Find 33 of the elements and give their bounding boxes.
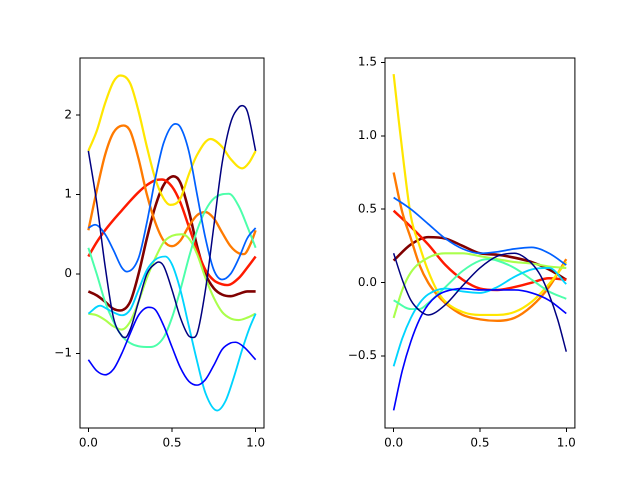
line-series — [392, 171, 568, 322]
line-series — [392, 196, 568, 266]
x-tick-label: 1.0 — [556, 435, 576, 450]
line-series — [392, 258, 568, 310]
y-tick-label: 2 — [64, 107, 72, 122]
y-tick-label: −1 — [54, 345, 72, 360]
line-series — [392, 288, 568, 412]
line-series — [87, 178, 257, 286]
x-tick-label: 0.0 — [78, 435, 98, 450]
line-series — [88, 306, 256, 386]
line-series — [87, 256, 257, 412]
line-series — [392, 252, 568, 319]
y-tick-label: 0.5 — [358, 201, 377, 216]
y-tick-label: 1.5 — [358, 54, 377, 69]
line-series — [87, 74, 257, 206]
line-series — [88, 104, 256, 338]
y-tick-label: 1.0 — [358, 128, 377, 142]
line-series — [392, 209, 568, 292]
line-series — [87, 192, 257, 348]
line-series — [392, 267, 568, 368]
x-tick-label: 0.5 — [162, 435, 182, 450]
x-tick-label: 0.5 — [470, 435, 490, 450]
y-tick-label: 0 — [64, 266, 72, 280]
line-series — [87, 233, 257, 331]
y-tick-label: −0.5 — [348, 348, 377, 362]
y-tick-label: 1 — [64, 186, 72, 201]
line-series — [87, 124, 257, 256]
x-tick-label: 0.0 — [384, 435, 404, 450]
line-series — [392, 73, 568, 316]
x-tick-label: 1.0 — [246, 435, 266, 450]
line-series — [87, 123, 257, 280]
y-tick-label: 0.0 — [358, 274, 377, 289]
line-series — [392, 252, 568, 352]
